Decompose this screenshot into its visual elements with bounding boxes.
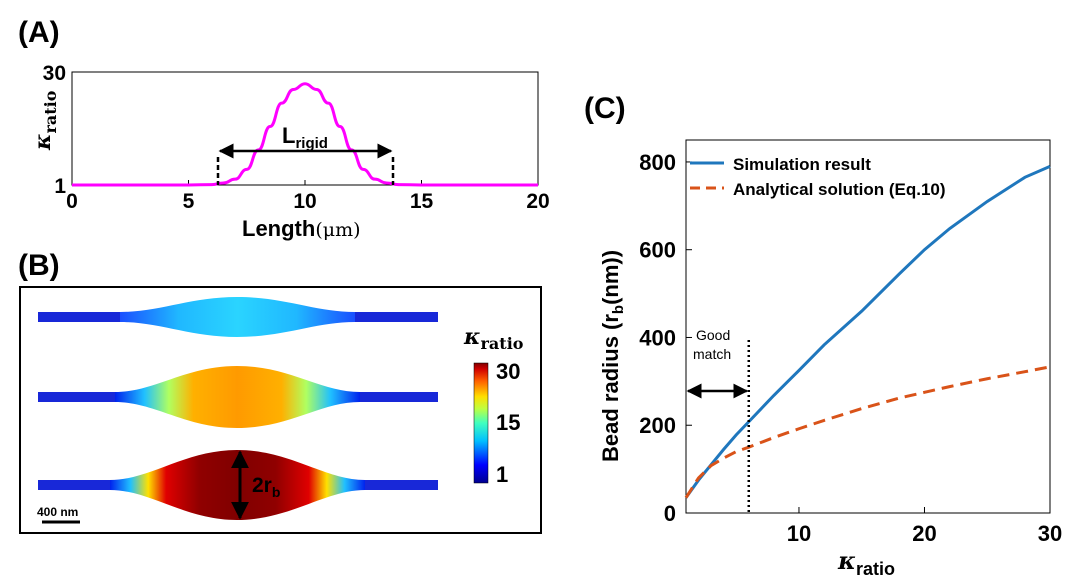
panel-a-xtick-label: 10 <box>293 190 316 213</box>
panel-a-ytick-label: 30 <box>43 62 66 85</box>
panel-a-xtick-label: 20 <box>526 190 549 213</box>
panel-c-axes <box>685 139 1051 514</box>
panel-c-ylabel: Bead radius (rb(nm)) <box>598 250 627 462</box>
legend-label-simulation: Simulation result <box>733 155 871 174</box>
good-match-label-1: Good <box>696 327 730 343</box>
colorbar-tick-1: 1 <box>496 462 508 487</box>
panel-c-ytick-label: 800 <box>639 150 676 175</box>
panel-a-kappa-curve <box>71 82 538 187</box>
panel-c-ytick-label: 400 <box>639 325 676 350</box>
bead-shape-low <box>38 297 438 337</box>
colorbar-tick-15: 15 <box>496 410 520 435</box>
panel-a-label: (A) <box>18 16 60 49</box>
lrigid-label: Lrigid <box>282 123 328 152</box>
colorbar-tick-30: 30 <box>496 359 520 384</box>
colorbar <box>473 362 489 484</box>
panel-c-xtick-label: 10 <box>787 521 811 546</box>
panel-c-x-ticks: 10 20 30 <box>787 507 1062 546</box>
panel-a-xtick-label: 0 <box>66 190 78 213</box>
panel-c-xlabel: κratio <box>837 546 895 579</box>
panel-c-y-ticks: 0 200 400 600 800 <box>639 150 692 526</box>
panel-a-chart: 0 5 10 15 20 1 30 Lrigid κratio Length(μm) <box>30 62 550 241</box>
panel-a-xtick-label: 5 <box>183 190 195 213</box>
good-match-label-2: match <box>693 346 731 362</box>
legend-label-analytical: Analytical solution (Eq.10) <box>733 180 946 199</box>
simulation-result-line <box>684 164 1051 499</box>
panel-c-ytick-label: 200 <box>639 413 676 438</box>
panel-a-axes <box>71 71 539 186</box>
panel-a-xtick-label: 15 <box>410 190 434 213</box>
panel-c-xtick-label: 20 <box>912 521 936 546</box>
panel-c-ytick-label: 600 <box>639 238 676 263</box>
bead-radius-label: 2rb <box>252 474 280 500</box>
panel-c-series <box>684 164 1051 499</box>
bead-shape-high: 2rb <box>38 450 438 520</box>
panel-a-x-ticks: 0 5 10 15 20 <box>66 180 550 213</box>
panel-a-ytick-label: 1 <box>54 175 66 198</box>
panel-b-label: (B) <box>18 249 60 282</box>
panel-a-y-ticks: 1 30 <box>43 62 67 198</box>
panel-c-chart: 10 20 30 0 200 400 600 800 Good match Simulati… <box>598 139 1062 579</box>
colorbar-title: κratio <box>463 324 524 353</box>
analytical-solution-line <box>684 365 1051 499</box>
panel-c-label: (C) <box>584 92 626 125</box>
panel-b-image: 2rb 400 nm κratio 30 15 1 <box>19 286 542 534</box>
scale-bar-label: 400 nm <box>37 505 78 519</box>
panel-c-ytick-label: 0 <box>664 501 676 526</box>
bead-shape-mid <box>38 366 438 428</box>
panel-c-xtick-label: 30 <box>1038 521 1062 546</box>
panel-a-ylabel: κratio <box>30 90 60 151</box>
panel-c-legend: Simulation result Analytical solution (E… <box>690 155 946 199</box>
panel-a-xlabel: Length(μm) <box>242 216 361 241</box>
